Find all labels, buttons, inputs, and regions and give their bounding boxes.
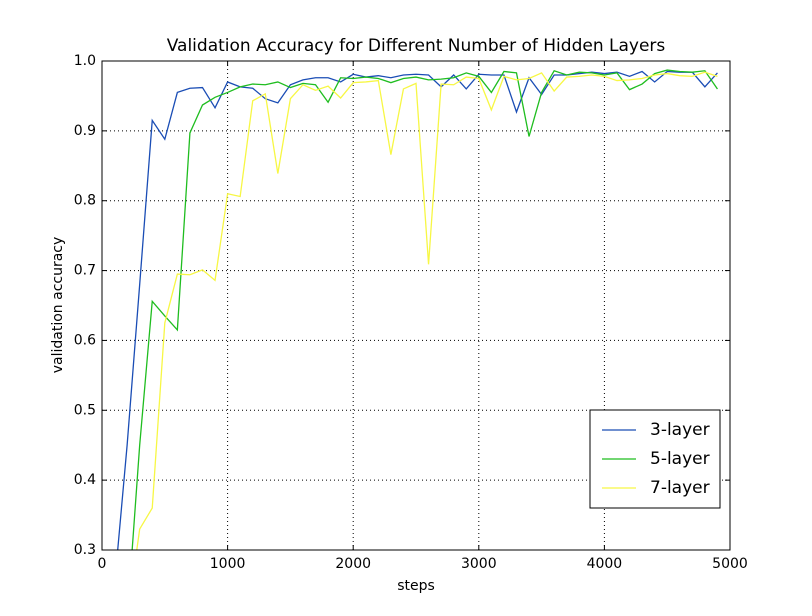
x-tick-label: 4000 <box>587 556 623 572</box>
y-tick-label: 0.3 <box>74 542 96 558</box>
y-tick-label: 0.6 <box>74 332 96 348</box>
y-tick-label: 0.7 <box>74 263 96 279</box>
y-tick-label: 0.9 <box>74 123 96 139</box>
x-tick-label: 3000 <box>461 556 497 572</box>
legend-label: 3-layer <box>650 420 710 440</box>
y-tick-label: 0.8 <box>74 193 96 209</box>
legend-label: 7-layer <box>650 478 710 498</box>
x-axis-label: steps <box>397 578 435 594</box>
y-tick-label: 0.5 <box>74 402 96 418</box>
legend-label: 5-layer <box>650 449 710 469</box>
y-axis-label: validation accuracy <box>50 237 66 374</box>
x-tick-label: 2000 <box>335 556 371 572</box>
plot-frame <box>101 60 731 551</box>
series-line <box>117 70 718 550</box>
y-tick-label: 1.0 <box>74 53 96 69</box>
y-tick-label: 0.4 <box>74 472 96 488</box>
series-line <box>131 69 718 550</box>
x-tick-label: 1000 <box>210 556 246 572</box>
plot-lines <box>117 69 718 550</box>
x-tick-label: 5000 <box>712 556 748 572</box>
series-line <box>136 71 718 550</box>
chart-title: Validation Accuracy for Different Number… <box>167 36 666 56</box>
x-tick-label: 0 <box>98 556 107 572</box>
